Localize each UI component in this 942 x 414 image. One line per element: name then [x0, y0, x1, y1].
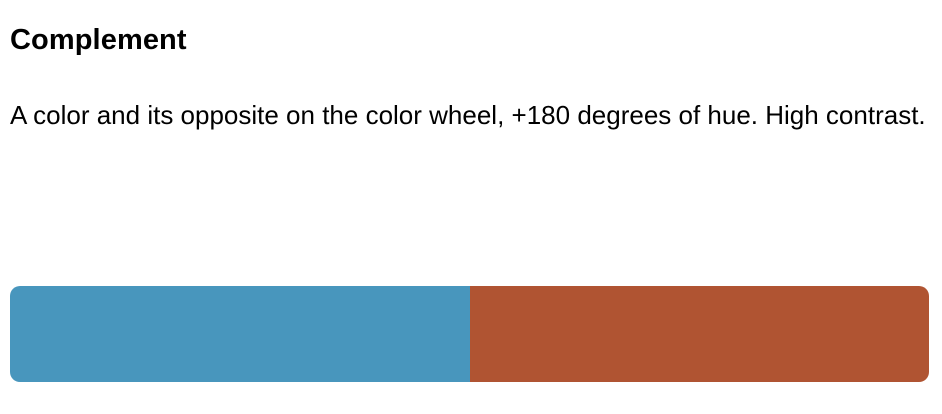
scheme-title: Complement: [10, 24, 187, 56]
swatch-base-color: [10, 286, 470, 382]
scheme-panel: Complement A color and its opposite on t…: [10, 18, 930, 139]
color-swatch-row: [10, 286, 929, 382]
scheme-description: A color and its opposite on the color wh…: [10, 100, 926, 130]
swatch-complement-color: [469, 286, 929, 382]
